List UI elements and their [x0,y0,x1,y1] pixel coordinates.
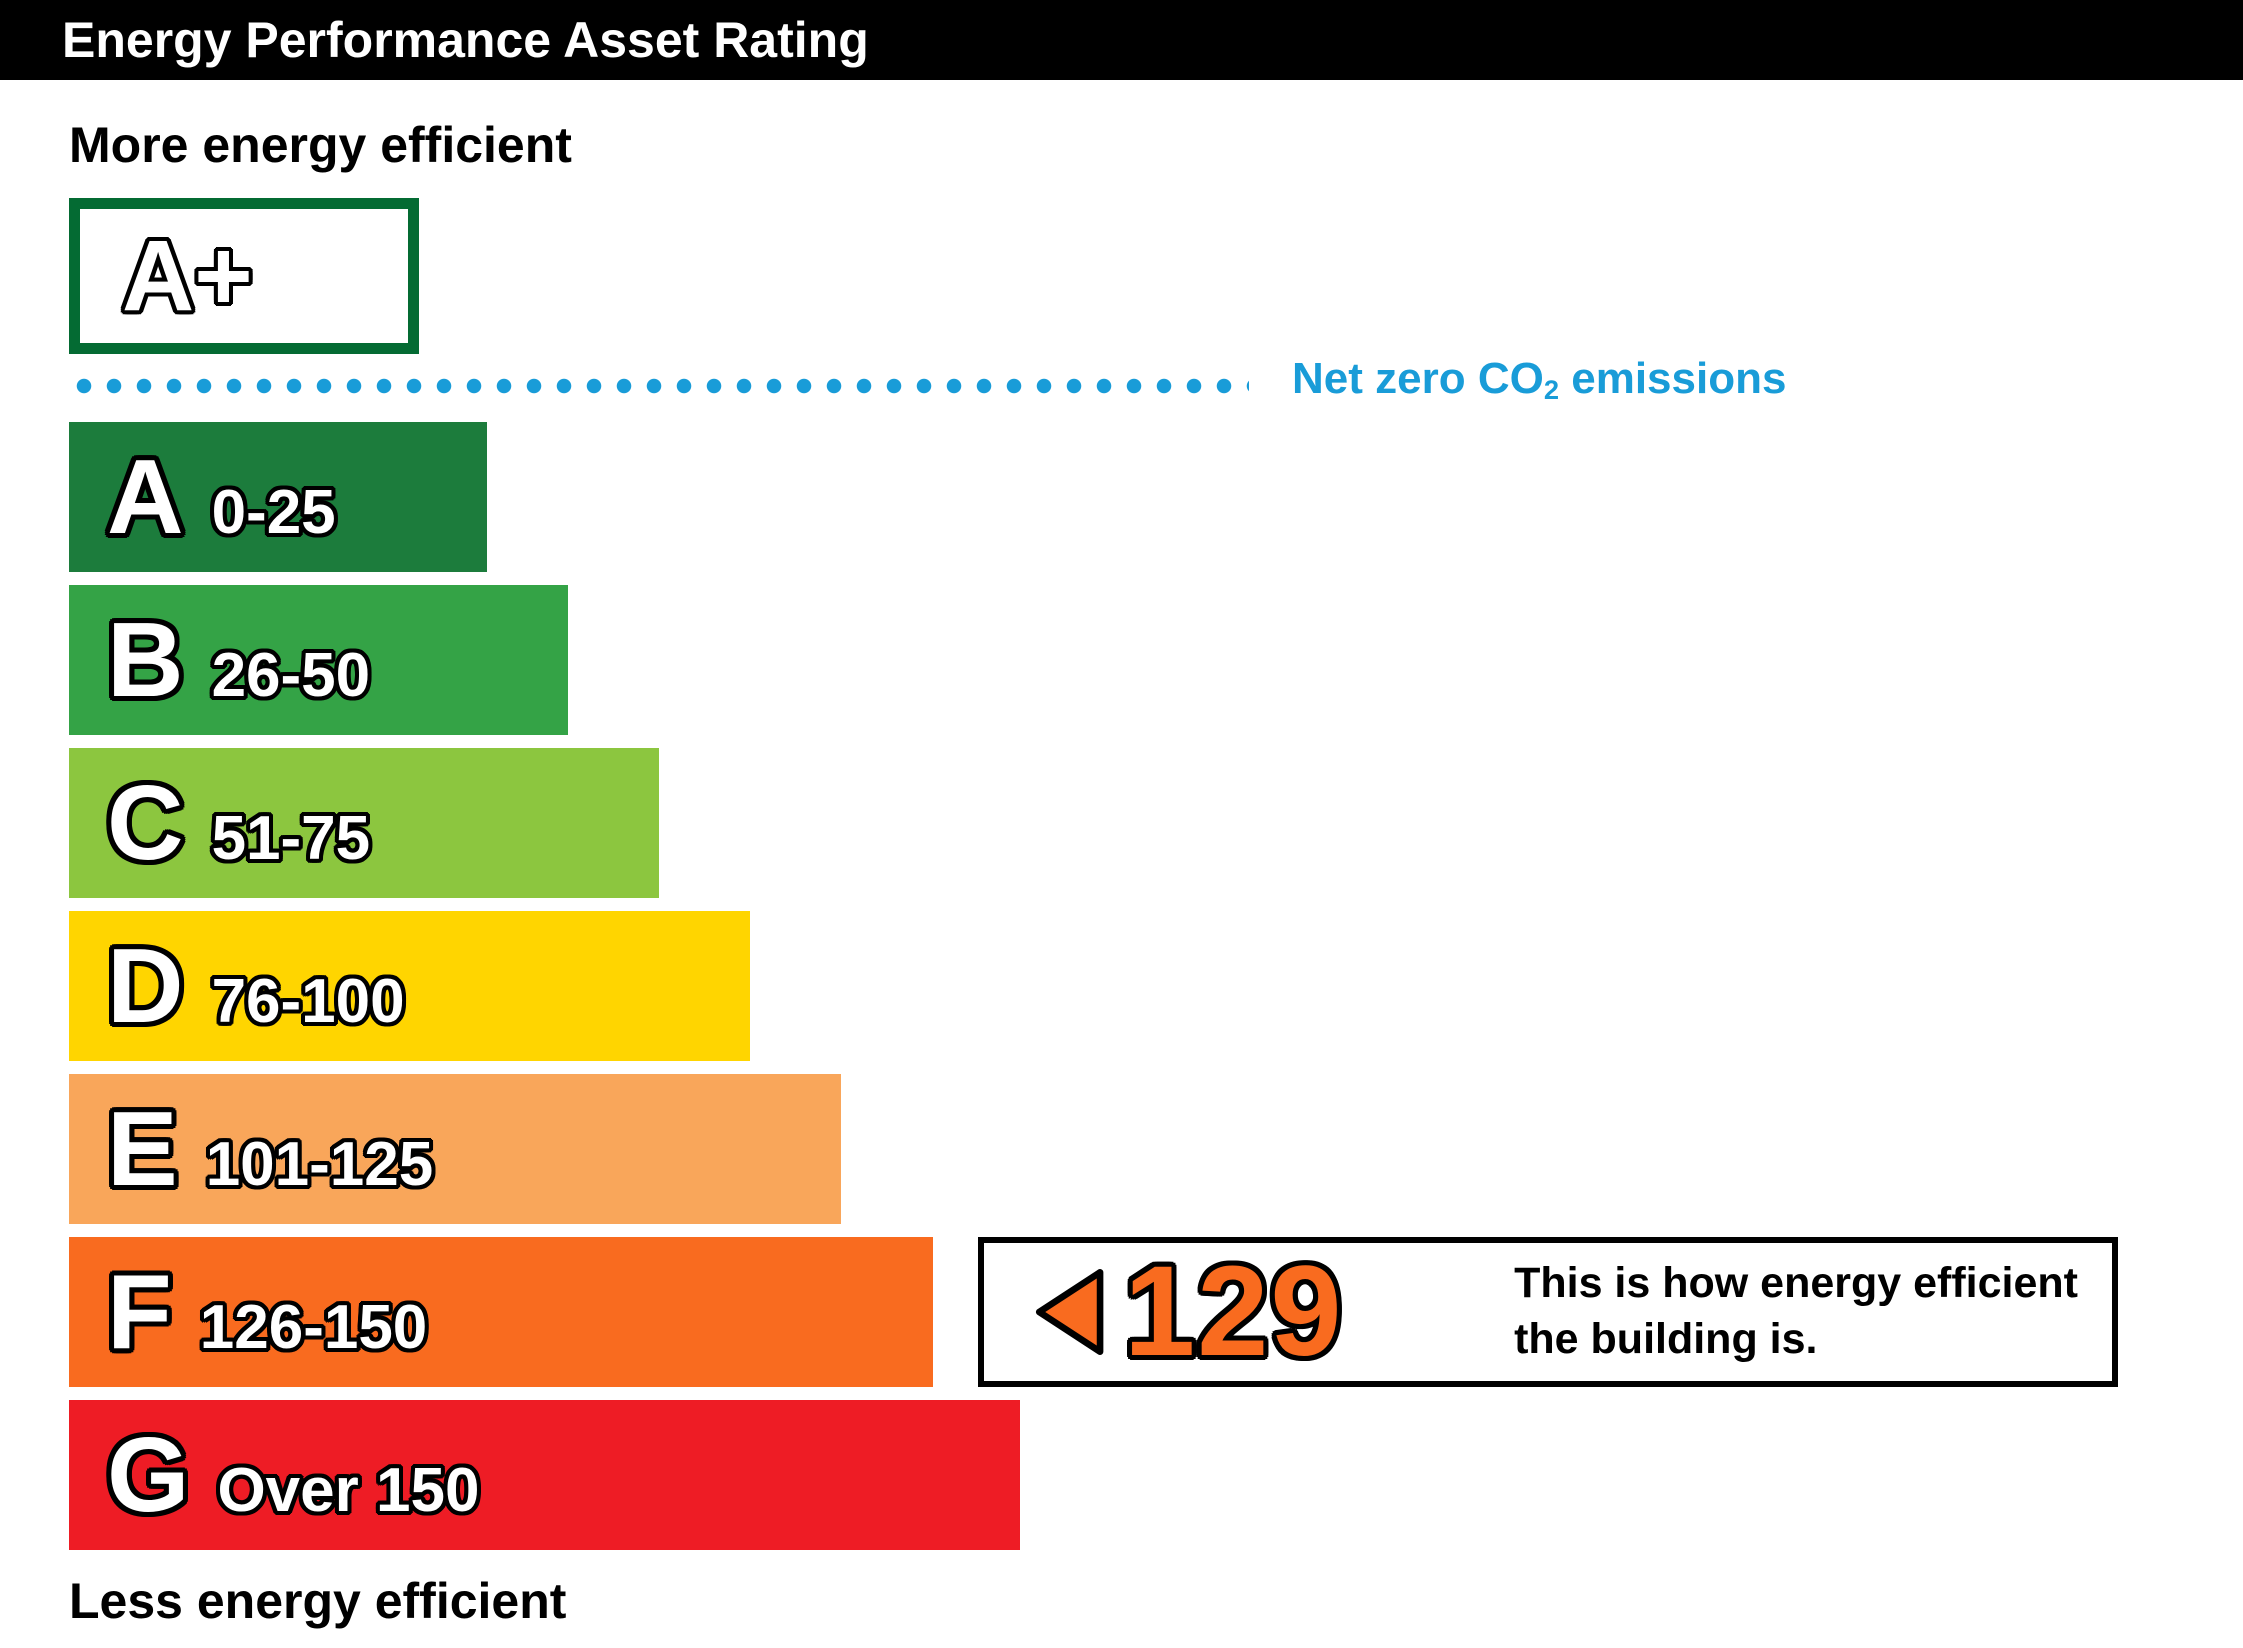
a-plus-band: A+ [69,198,419,354]
rating-arrow-shape [1035,1269,1104,1355]
bands: A 0-25 B 26-50 C 51-75 D 76-100 E 101-125 F 126-150… [69,422,1020,1563]
net-zero-subscript: 2 [1543,374,1559,405]
band-row-b: B 26-50 [69,585,568,735]
band-range: 126-150 [199,1293,428,1362]
band-row-g: G Over 150 [69,1400,1020,1550]
rating-description-line: the building is. [1514,1315,1818,1363]
rating-value: 129 [1124,1240,1344,1383]
band-row-e: E 101-125 [69,1074,841,1224]
band-letter: D [107,927,184,1045]
more-efficient-label: More energy efficient [69,117,572,173]
band-range: 76-100 [211,967,405,1036]
net-zero-label: Net zero CO2 emissions [1292,354,1787,405]
band-range: 0-25 [211,478,336,547]
band-letter: B [107,601,184,719]
band-row-c: C 51-75 [69,748,659,898]
rating-arrow-icon [1035,1269,1104,1355]
band-letter: E [107,1090,178,1208]
band-row-f: F 126-150 [69,1237,933,1387]
net-zero-dotted-line [69,377,1249,395]
rating-description: This is how energy efficient the building… [1514,1256,2112,1368]
rating-pointer-box: 129 This is how energy efficient the buil… [978,1237,2118,1387]
net-zero-text: Net zero CO [1292,354,1544,403]
band-letter: A [107,438,184,556]
net-zero-suffix: emissions [1559,354,1787,403]
a-plus-letter: A+ [122,220,253,332]
page-title: Energy Performance Asset Rating [62,12,869,68]
band-letter: F [107,1253,172,1371]
band-letter: C [107,764,184,882]
band-range: Over 150 [217,1456,480,1525]
band-row-a: A 0-25 [69,422,487,572]
band-range: 101-125 [205,1130,434,1199]
band-letter: G [107,1416,190,1534]
band-range: 51-75 [211,804,371,873]
rating-description-line: This is how energy efficient [1514,1259,2078,1308]
band-row-d: D 76-100 [69,911,750,1061]
less-efficient-label: Less energy efficient [69,1573,567,1629]
header-bar: Energy Performance Asset Rating [0,0,2243,80]
band-range: 26-50 [211,641,371,710]
